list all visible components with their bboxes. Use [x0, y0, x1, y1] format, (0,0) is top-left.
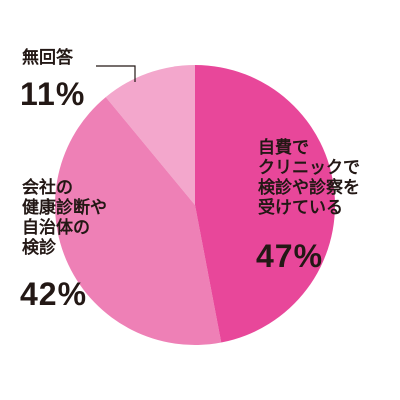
pie-slice: [105, 65, 195, 205]
leader-line: [96, 65, 136, 82]
slice-label: 無回答: [22, 48, 73, 68]
slice-label: 自費で クリニックで 検診や診察を 受けている: [258, 138, 360, 218]
value-label: 11%: [20, 76, 86, 112]
value-label: 42%: [20, 276, 88, 312]
slice-label: 会社の 健康診断や 自治体の 検診: [22, 178, 107, 258]
pie-slice: [195, 65, 335, 343]
pie-slice: [55, 97, 222, 345]
value-label: 47%: [256, 238, 324, 274]
